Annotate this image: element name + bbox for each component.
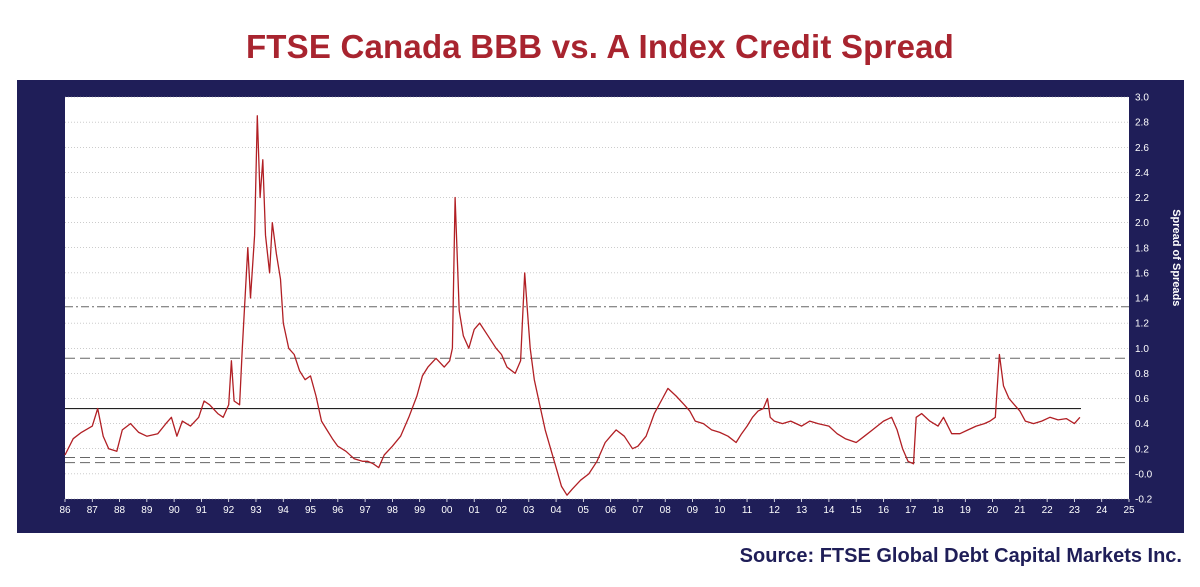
series-line — [64, 115, 1081, 496]
x-tick-label: 23 — [1069, 505, 1081, 516]
y-tick-label: 3.0 — [1135, 93, 1149, 104]
y-axis-label: Spread of Spreads — [1170, 209, 1182, 306]
x-tick-label: 97 — [360, 505, 372, 516]
y-tick-label: 0.2 — [1135, 444, 1149, 455]
line-chart: 86 87 88 89 90 91 92 93 94 95 96 97 98 99 00 01 02 03 04 05… — [59, 93, 1182, 517]
x-tick-label: 94 — [278, 505, 290, 516]
x-tick-label: 17 — [905, 505, 917, 516]
x-tick-label: 86 — [59, 505, 71, 516]
source-note: Source: FTSE Global Debt Capital Markets… — [739, 545, 1182, 567]
x-tick-label: 92 — [223, 505, 235, 516]
y-axis-ticks: -0.2 -0.0 0.2 0.4 0.6 0.8 1.0 1.2 1.4 1.6 1.8 2.0 2.… — [1135, 93, 1153, 506]
reference-lines — [65, 306, 1129, 464]
x-tick-label: 19 — [960, 505, 972, 516]
y-tick-label: 1.2 — [1135, 319, 1149, 330]
x-tick-label: 95 — [305, 505, 317, 516]
x-tick-label: 08 — [660, 505, 672, 516]
grid-lines — [65, 96, 1129, 500]
x-tick-label: 03 — [523, 505, 535, 516]
x-tick-label: 05 — [578, 505, 590, 516]
x-tick-label: 98 — [387, 505, 399, 516]
x-tick-label: 15 — [851, 505, 863, 516]
x-tick-label: 13 — [796, 505, 808, 516]
x-tick-label: 02 — [496, 505, 508, 516]
y-tick-label: -0.0 — [1135, 469, 1153, 480]
x-tick-label: 99 — [414, 505, 426, 516]
x-tick-label: 88 — [114, 505, 126, 516]
x-tick-label: 04 — [551, 505, 563, 516]
x-tick-label: 93 — [250, 505, 262, 516]
y-tick-label: 2.0 — [1135, 218, 1149, 229]
x-tick-label: 01 — [469, 505, 481, 516]
x-tick-label: 07 — [632, 505, 644, 516]
x-tick-label: 21 — [1014, 505, 1026, 516]
x-tick-label: 10 — [714, 505, 726, 516]
x-tick-label: 24 — [1096, 505, 1108, 516]
x-tick-label: 89 — [141, 505, 153, 516]
y-tick-label: 1.0 — [1135, 344, 1149, 355]
x-tick-label: 11 — [742, 505, 753, 516]
y-tick-label: 2.8 — [1135, 118, 1149, 129]
x-tick-label: 91 — [196, 505, 208, 516]
x-tick-label: 87 — [87, 505, 99, 516]
y-tick-label: 0.8 — [1135, 369, 1149, 380]
x-tick-label: 12 — [769, 505, 781, 516]
y-tick-label: 2.6 — [1135, 143, 1149, 154]
x-tick-label: 25 — [1123, 505, 1135, 516]
x-tick-label: 06 — [605, 505, 617, 516]
series-layer — [64, 115, 1081, 496]
y-tick-label: 1.8 — [1135, 243, 1149, 254]
x-tick-label: 96 — [332, 505, 344, 516]
x-tick-label: 90 — [169, 505, 181, 516]
x-tick-label: 18 — [932, 505, 944, 516]
x-axis-ticks: 86 87 88 89 90 91 92 93 94 95 96 97 98 99 00 01 02 03 04 05… — [59, 499, 1135, 516]
x-tick-label: 09 — [687, 505, 699, 516]
y-tick-label: 2.4 — [1135, 168, 1149, 179]
y-tick-label: 2.2 — [1135, 193, 1149, 204]
x-tick-label: 22 — [1042, 505, 1054, 516]
chart-title: FTSE Canada BBB vs. A Index Credit Sprea… — [245, 28, 955, 65]
x-tick-label: 16 — [878, 505, 890, 516]
y-tick-label: 0.6 — [1135, 394, 1149, 405]
y-tick-label: 1.4 — [1135, 294, 1149, 305]
x-tick-label: 00 — [441, 505, 453, 516]
chart-panel: 86 87 88 89 90 91 92 93 94 95 96 97 98 99 00 01 02 03 04 05… — [17, 80, 1184, 533]
y-tick-label: 0.4 — [1135, 419, 1149, 430]
y-tick-label: 1.6 — [1135, 268, 1149, 279]
x-tick-label: 14 — [823, 505, 835, 516]
y-tick-label: -0.2 — [1135, 495, 1153, 506]
x-tick-label: 20 — [987, 505, 999, 516]
